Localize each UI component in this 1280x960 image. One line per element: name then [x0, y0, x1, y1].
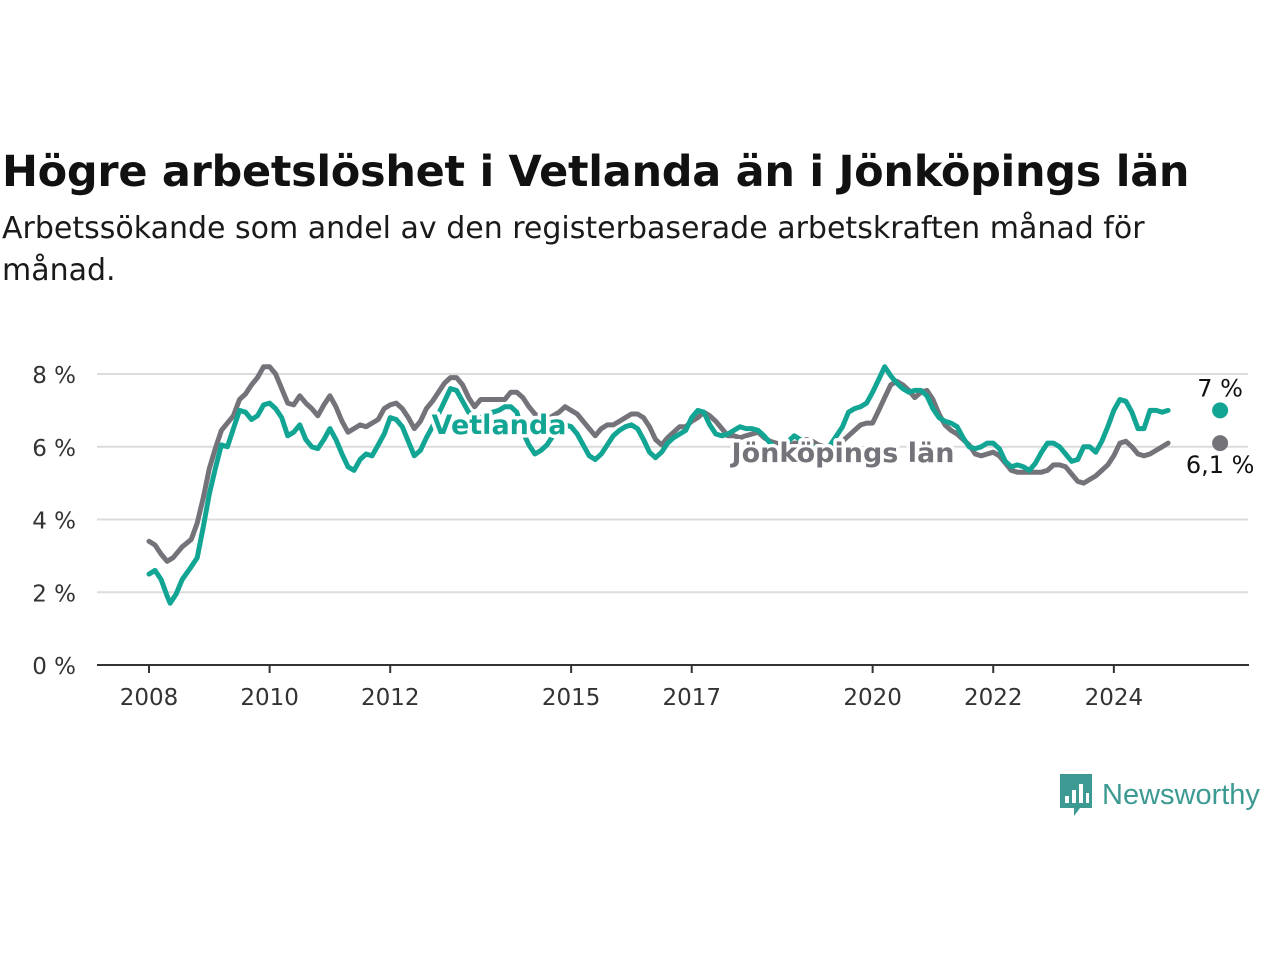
y-tick-label: 6 %: [32, 436, 76, 462]
y-axis-tick-labels: 0 % 2 % 4 % 6 % 8 %: [32, 363, 76, 680]
series-line-vetlanda: [146, 364, 1171, 606]
x-axis-tick-labels: 2008 2010 2012 2015 2017 2020 2022 2024: [120, 685, 1143, 711]
newsworthy-logo-icon: [1060, 774, 1092, 816]
series-end-point: [1212, 402, 1229, 419]
y-tick-label: 8 %: [32, 363, 76, 389]
series-labels: 6,1 % 7 % Vetlanda Jönköpings län: [428, 374, 1255, 479]
y-tick-label: 0 %: [32, 654, 76, 680]
brand-name: Newsworthy: [1102, 778, 1260, 811]
gridlines: [97, 373, 1248, 594]
chart-subtitle: Arbetssökande som andel av den registerb…: [2, 211, 1145, 288]
x-axis: [97, 664, 1249, 673]
newsworthy-logo[interactable]: Newsworthy: [1058, 772, 1260, 818]
x-tick-label: 2008: [120, 685, 179, 711]
series-lines: [146, 364, 1171, 606]
y-tick-label: 2 %: [32, 581, 76, 607]
x-tick-label: 2020: [843, 685, 902, 711]
y-tick-label: 4 %: [32, 509, 76, 535]
x-tick-label: 2017: [662, 685, 721, 711]
x-tick-label: 2015: [542, 685, 601, 711]
chart-title: Högre arbetslöshet i Vetlanda än i Jönkö…: [2, 147, 1190, 197]
x-tick-label: 2010: [240, 685, 299, 711]
x-tick-label: 2024: [1085, 685, 1144, 711]
x-tick-label: 2012: [361, 685, 420, 711]
series-line-j-nk-pings-l-n: [146, 364, 1171, 564]
inline-series-label: Vetlanda: [432, 410, 567, 441]
series-end-label: 7 %: [1197, 374, 1243, 402]
x-tick-label: 2022: [964, 685, 1023, 711]
inline-series-label: Jönköpings län: [730, 438, 955, 469]
series-end-label: 6,1 %: [1186, 451, 1255, 479]
series-end-point: [1212, 435, 1229, 452]
